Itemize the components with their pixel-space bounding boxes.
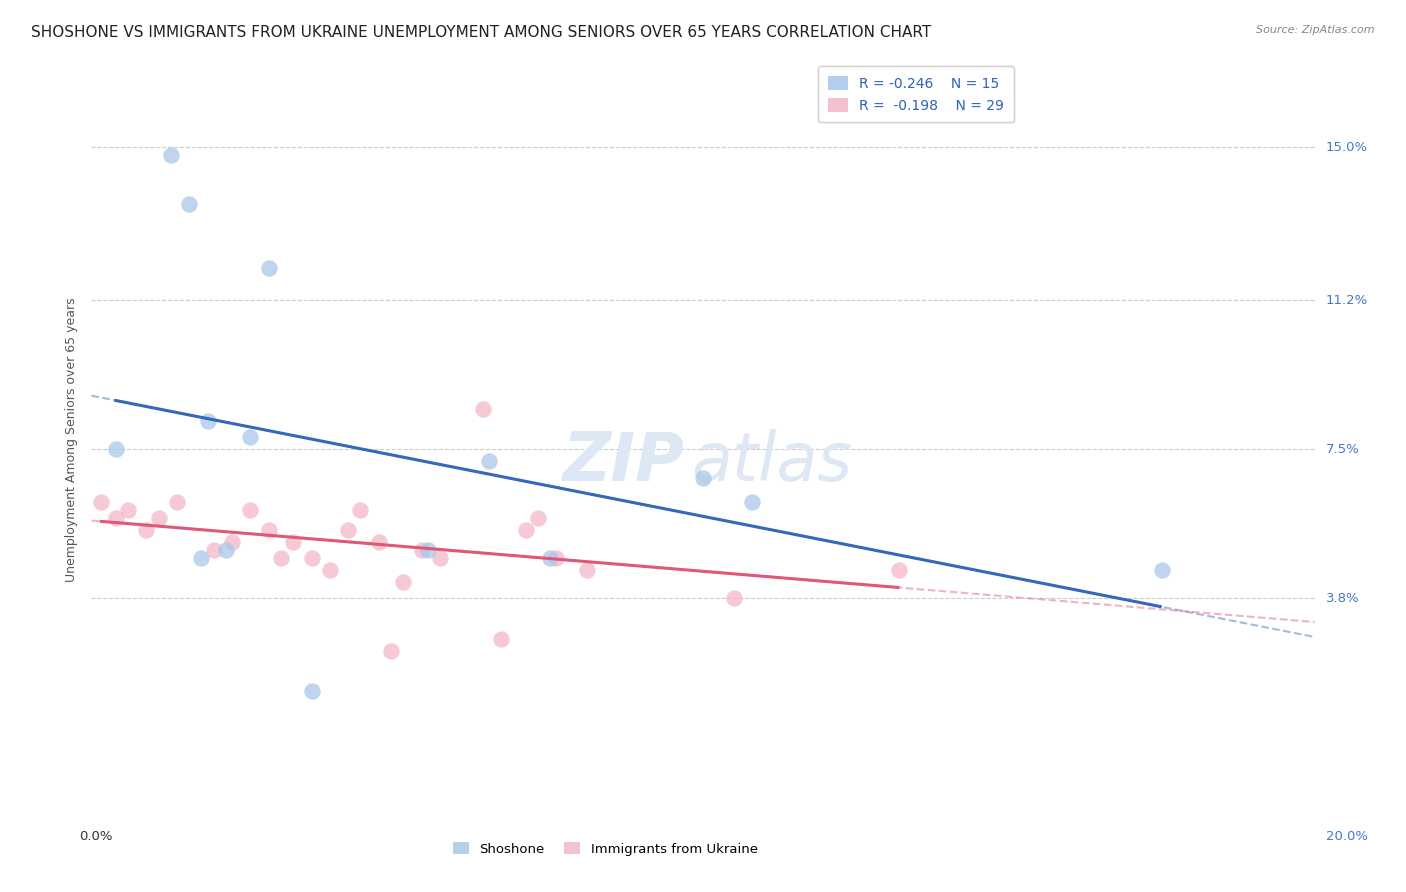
Text: Source: ZipAtlas.com: Source: ZipAtlas.com bbox=[1257, 25, 1375, 35]
Point bbox=[319, 563, 342, 577]
Point bbox=[723, 591, 745, 606]
Point bbox=[90, 494, 112, 508]
Point bbox=[515, 523, 537, 537]
Point bbox=[349, 502, 371, 516]
Point bbox=[546, 551, 568, 566]
Point bbox=[301, 684, 323, 698]
Point bbox=[411, 543, 433, 558]
Point bbox=[117, 502, 139, 516]
Point bbox=[337, 523, 360, 537]
Point bbox=[221, 535, 243, 549]
Point bbox=[380, 643, 402, 657]
Point bbox=[367, 535, 389, 549]
Point bbox=[283, 535, 305, 549]
Point bbox=[478, 454, 501, 468]
Text: 0.0%: 0.0% bbox=[79, 830, 112, 843]
Text: ZIP: ZIP bbox=[562, 429, 685, 495]
Point bbox=[104, 511, 127, 525]
Point bbox=[416, 543, 439, 558]
Text: SHOSHONE VS IMMIGRANTS FROM UKRAINE UNEMPLOYMENT AMONG SENIORS OVER 65 YEARS COR: SHOSHONE VS IMMIGRANTS FROM UKRAINE UNEM… bbox=[31, 25, 931, 40]
Point bbox=[270, 551, 292, 566]
Point bbox=[197, 414, 219, 428]
Point bbox=[215, 543, 238, 558]
Text: 3.8%: 3.8% bbox=[1326, 591, 1360, 605]
Point bbox=[257, 523, 280, 537]
Point bbox=[741, 494, 763, 508]
Point bbox=[160, 148, 183, 162]
Point bbox=[179, 196, 201, 211]
Y-axis label: Unemployment Among Seniors over 65 years: Unemployment Among Seniors over 65 years bbox=[65, 297, 79, 582]
Point bbox=[166, 494, 188, 508]
Point bbox=[1150, 563, 1173, 577]
Point bbox=[104, 442, 127, 457]
Point bbox=[239, 430, 262, 444]
Text: atlas: atlas bbox=[690, 429, 852, 495]
Text: 7.5%: 7.5% bbox=[1326, 442, 1360, 456]
Point bbox=[239, 502, 262, 516]
Text: 15.0%: 15.0% bbox=[1326, 141, 1368, 154]
Point bbox=[575, 563, 598, 577]
Point bbox=[429, 551, 451, 566]
Point bbox=[471, 402, 494, 417]
Text: 11.2%: 11.2% bbox=[1326, 293, 1368, 307]
Point bbox=[202, 543, 225, 558]
Point bbox=[489, 632, 512, 646]
Legend: R = -0.246    N = 15, R =  -0.198    N = 29: R = -0.246 N = 15, R = -0.198 N = 29 bbox=[818, 66, 1014, 122]
Point bbox=[527, 511, 550, 525]
Point bbox=[135, 523, 157, 537]
Point bbox=[301, 551, 323, 566]
Point bbox=[538, 551, 561, 566]
Point bbox=[392, 575, 415, 590]
Point bbox=[148, 511, 170, 525]
Point bbox=[190, 551, 212, 566]
Point bbox=[692, 470, 714, 484]
Point bbox=[257, 261, 280, 276]
Text: 20.0%: 20.0% bbox=[1326, 830, 1368, 843]
Point bbox=[887, 563, 910, 577]
